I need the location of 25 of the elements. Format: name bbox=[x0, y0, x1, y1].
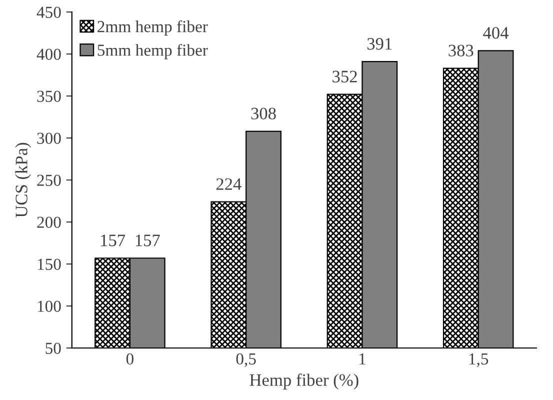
data-label: 383 bbox=[448, 44, 474, 56]
y-tick-label: 50 bbox=[46, 342, 61, 354]
x-tick-label: 0,5 bbox=[236, 353, 256, 367]
data-label: 391 bbox=[367, 38, 392, 50]
y-tick-label: 150 bbox=[38, 258, 61, 270]
y-tick-label: 450 bbox=[36, 6, 61, 18]
legend-label: 5mm hemp fiber bbox=[98, 44, 208, 60]
y-tick-label: 250 bbox=[37, 174, 61, 186]
y-tick-label: 300 bbox=[37, 132, 61, 144]
data-label: 308 bbox=[251, 108, 276, 120]
data-label: 157 bbox=[101, 234, 126, 246]
y-axis-title: UCS (kPa) bbox=[15, 142, 31, 218]
x-axis-title: Hemp fiber (%) bbox=[250, 374, 358, 390]
data-label: 224 bbox=[216, 178, 242, 190]
y-tick-label: 400 bbox=[36, 48, 61, 60]
y-tick-label: 350 bbox=[37, 90, 61, 102]
data-label: 404 bbox=[483, 27, 509, 39]
data-label: 157 bbox=[136, 234, 160, 246]
x-tick-label: 1 bbox=[360, 353, 366, 364]
x-tick-label: 1,5 bbox=[469, 353, 488, 367]
x-tick-label: 0 bbox=[126, 353, 134, 365]
data-label: 352 bbox=[332, 70, 357, 82]
legend-label: 2mm hemp fiber bbox=[98, 20, 208, 36]
y-tick-label: 200 bbox=[37, 216, 61, 228]
y-tick-label: 100 bbox=[38, 300, 61, 312]
